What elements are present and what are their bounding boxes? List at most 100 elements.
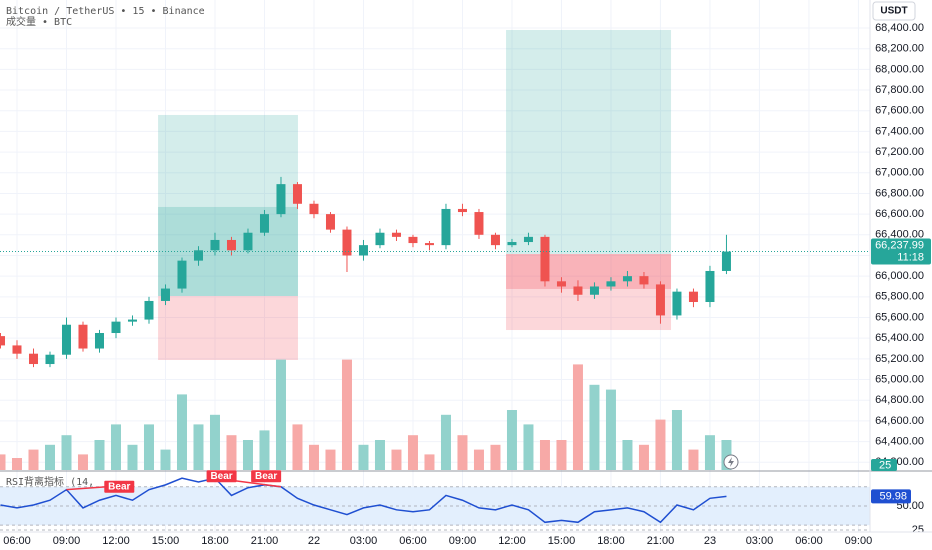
- candle-body: [573, 286, 583, 295]
- candle-body: [94, 333, 104, 349]
- volume-bar: [44, 444, 55, 470]
- y-tick-label: 65,400.00: [875, 332, 924, 344]
- candle-body: [606, 281, 616, 287]
- x-tick-label: 18:00: [597, 535, 625, 547]
- candle-body: [523, 236, 533, 243]
- signal-label: Bear: [255, 471, 277, 482]
- y-tick-label: 64,800.00: [875, 394, 924, 406]
- x-tick-label: 18:00: [201, 535, 229, 547]
- last-price-label: 66,237.99: [875, 239, 924, 251]
- x-tick-label: 21:00: [647, 535, 675, 547]
- candle-body: [144, 300, 154, 320]
- x-tick-label: 06:00: [3, 535, 31, 547]
- volume-bar: [704, 435, 715, 470]
- x-tick-label: 06:00: [399, 535, 427, 547]
- alert-bolt: [728, 457, 734, 467]
- volume-bar: [506, 410, 517, 470]
- countdown-label: 11:18: [897, 251, 924, 263]
- volume-bar: [341, 359, 352, 470]
- volume-bar: [61, 435, 72, 470]
- candle-body: [441, 208, 451, 246]
- symbol-title: Bitcoin / TetherUS • 15 • Binance: [6, 6, 205, 17]
- volume-bar: [605, 389, 616, 470]
- y-tick-label: 65,800.00: [875, 291, 924, 303]
- candle-body: [276, 184, 286, 215]
- x-tick-label: 15:00: [548, 535, 576, 547]
- x-tick-label: 09:00: [449, 535, 477, 547]
- candle-body: [457, 208, 467, 213]
- rsi-badge: [871, 489, 911, 504]
- volume-bar: [671, 410, 682, 470]
- position-stop-zone: [506, 254, 672, 331]
- x-tick-label: 09:00: [53, 535, 81, 547]
- y-tick-label: 65,000.00: [875, 373, 924, 385]
- y-tick-label: 68,200.00: [875, 43, 924, 55]
- volume-bar: [407, 435, 418, 470]
- volume-bar: [358, 444, 369, 470]
- volume-bar: [457, 435, 468, 470]
- candle-body: [721, 251, 731, 271]
- x-tick-label: 21:00: [251, 535, 279, 547]
- candle-body: [622, 276, 632, 282]
- candle-body: [28, 353, 38, 365]
- candle-body: [111, 321, 121, 334]
- volume-bar: [28, 449, 39, 470]
- rsi-value-label: 59.98: [879, 490, 907, 502]
- currency-label[interactable]: USDT: [880, 6, 907, 17]
- x-tick-label: 23: [704, 535, 716, 547]
- y-tick-label: 67,000.00: [875, 167, 924, 179]
- candle-body: [408, 236, 418, 244]
- x-tick-label: 12:00: [498, 535, 526, 547]
- volume-bar: [490, 444, 501, 470]
- candle-body: [490, 234, 500, 246]
- signal-label: Bear: [108, 481, 130, 492]
- candle-body: [375, 232, 385, 246]
- candle-body: [78, 324, 88, 349]
- axes: 64,200.0064,400.0064,600.0064,800.0065,0…: [0, 22, 932, 550]
- volume-bar: [209, 414, 220, 470]
- y-tick-label: 66,600.00: [875, 208, 924, 220]
- candle-body: [210, 239, 220, 251]
- volume-bar: [556, 440, 567, 470]
- volume-bar: [259, 430, 270, 470]
- volume-bar: [226, 435, 237, 470]
- candle-body: [391, 232, 401, 237]
- candle-body: [705, 270, 715, 302]
- volume-bar: [160, 449, 171, 470]
- x-tick-label: 22: [308, 535, 320, 547]
- y-tick-label: 67,400.00: [875, 125, 924, 137]
- volume-bar: [0, 454, 6, 470]
- candle-body: [243, 232, 253, 251]
- candle-body: [688, 291, 698, 302]
- volume-bar: [308, 444, 319, 470]
- volume-bar: [473, 449, 484, 470]
- volume-bar: [193, 424, 204, 470]
- currency-button[interactable]: [872, 1, 916, 21]
- price-pane: [0, 29, 870, 470]
- volume-bar: [440, 414, 451, 470]
- volume-bar: [325, 449, 336, 470]
- x-tick-label: 12:00: [102, 535, 130, 547]
- volume-bar: [638, 444, 649, 470]
- time-axis-bg: [0, 532, 932, 550]
- volume-bar: [242, 440, 253, 470]
- x-tick-label: 03:00: [746, 535, 774, 547]
- candle-body: [424, 243, 434, 246]
- candle-body: [556, 281, 566, 287]
- y-tick-label: 68,000.00: [875, 63, 924, 75]
- rsi-pane: [0, 477, 870, 531]
- candle-body: [259, 214, 269, 233]
- volume-title: 成交量 • BTC: [6, 15, 72, 28]
- candle-body: [540, 236, 550, 282]
- volume-bar: [176, 394, 187, 470]
- candle-body: [672, 291, 682, 316]
- volume-bar: [721, 440, 732, 470]
- volume-bar: [292, 424, 303, 470]
- y-tick-label: 67,200.00: [875, 146, 924, 158]
- volume-bar: [11, 458, 22, 470]
- signal-label: Bear: [210, 471, 232, 482]
- volume-bar: [572, 364, 583, 470]
- y-tick-label: 64,600.00: [875, 415, 924, 427]
- candle-body: [160, 288, 170, 301]
- candle-body: [589, 286, 599, 295]
